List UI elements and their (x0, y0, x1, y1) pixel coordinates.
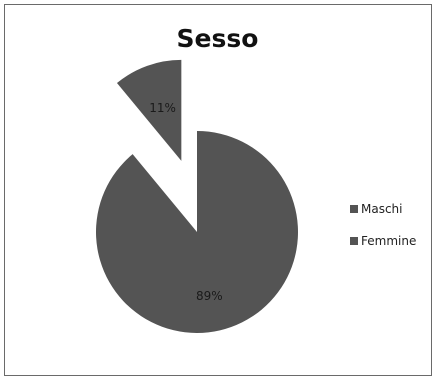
data-label-maschi: 89% (196, 289, 223, 303)
chart-title: Sesso (176, 24, 259, 53)
legend-label-maschi: Maschi (361, 202, 403, 216)
legend-swatch-femmine (350, 237, 358, 245)
legend-label-femmine: Femmine (361, 234, 417, 248)
data-label-femmine: 11% (149, 101, 176, 115)
legend-swatch-maschi (350, 205, 358, 213)
slice-maschi (95, 131, 298, 333)
legend: Maschi Femmine (350, 202, 416, 266)
legend-item-femmine: Femmine (350, 234, 416, 248)
slice-femmine (116, 59, 182, 161)
legend-item-maschi: Maschi (350, 202, 416, 216)
